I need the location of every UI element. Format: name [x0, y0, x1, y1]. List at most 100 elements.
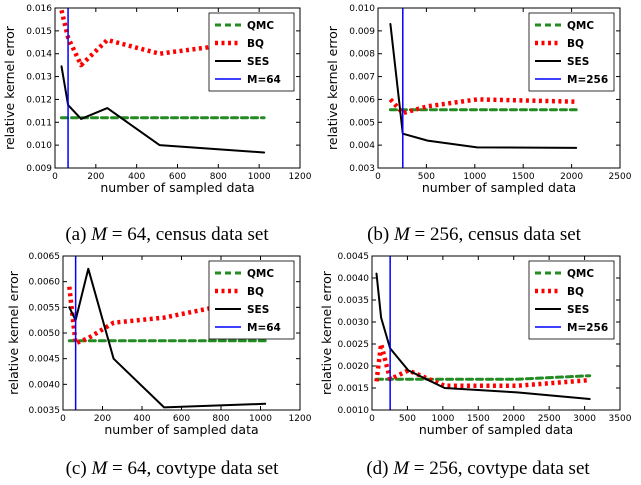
y-tick-label: 0.0010 — [338, 406, 370, 416]
x-tick-label: 1000 — [248, 172, 271, 182]
x-tick-label: 2000 — [502, 414, 525, 424]
legend-label: M=64 — [247, 322, 281, 334]
chart-panel-3: 0 500 1000 1500 2000 2500 3000 3500 0.0010 0.0015… — [319, 252, 632, 479]
y-tick-label: 0.0055 — [29, 303, 61, 313]
caption-param: M — [392, 458, 410, 479]
legend: QMC BQ SES M=256 — [528, 260, 615, 340]
legend-label: BQ — [247, 38, 264, 50]
caption-eq: = 64, — [112, 224, 151, 245]
legend-label: M=256 — [567, 74, 608, 86]
y-tick-label: 0.009 — [26, 164, 52, 174]
x-tick-label: 0 — [60, 414, 66, 424]
y-tick-label: 0.0045 — [338, 252, 370, 262]
caption-rest: covtype data set — [467, 458, 590, 479]
y-tick-label: 0.0050 — [29, 329, 61, 339]
x-tick-label: 1500 — [512, 172, 535, 182]
subfigure-caption: (d) M = 256, covtype data set — [366, 458, 590, 479]
legend: QMC BQ SES M=256 — [528, 12, 615, 92]
legend-label: QMC — [567, 268, 594, 280]
x-tick-label: 200 — [87, 172, 104, 182]
caption-eq: = 256, — [415, 224, 464, 245]
x-tick-label: 400 — [133, 414, 150, 424]
legend-box — [208, 260, 295, 340]
y-axis-label: relative kernel error — [319, 270, 334, 395]
legend-label: SES — [247, 56, 269, 68]
y-tick-label: 0.0065 — [29, 252, 61, 262]
legend-label: M=64 — [247, 74, 281, 86]
caption-label: (b) — [367, 224, 389, 245]
y-tick-label: 0.005 — [349, 118, 375, 128]
x-tick-label: 600 — [169, 172, 186, 182]
caption-rest: census data set — [156, 224, 270, 245]
y-tick-label: 0.0025 — [338, 340, 370, 350]
series-line-ses — [68, 267, 267, 409]
x-tick-label: 400 — [128, 172, 145, 182]
y-tick-label: 0.010 — [349, 4, 375, 14]
legend-label: BQ — [567, 38, 584, 50]
x-tick-label: 2000 — [560, 172, 583, 182]
x-tick-label: 800 — [210, 172, 227, 182]
caption-label: (d) — [366, 458, 388, 479]
caption-label: (a) — [65, 224, 86, 245]
y-tick-label: 0.0035 — [338, 296, 370, 306]
caption-eq: = 64, — [112, 458, 151, 479]
x-tick-label: 1200 — [289, 414, 312, 424]
legend-label: SES — [567, 56, 589, 68]
series-line-qmc — [375, 374, 592, 381]
x-tick-label: 500 — [418, 172, 435, 182]
y-tick-label: 0.006 — [349, 95, 375, 105]
x-tick-label: 1000 — [249, 414, 272, 424]
chart-panel-0: 0 200 400 600 800 1000 1200 0.009 0.010 0.011 0.01… — [2, 4, 312, 245]
legend-box — [208, 12, 295, 92]
y-tick-label: 0.0015 — [338, 384, 370, 394]
y-tick-label: 0.003 — [349, 164, 375, 174]
legend-label: SES — [247, 304, 269, 316]
x-tick-label: 1200 — [289, 172, 312, 182]
x-tick-label: 3500 — [609, 414, 632, 424]
legend-box — [528, 260, 615, 340]
x-tick-label: 1500 — [467, 414, 490, 424]
series-line-bq — [67, 286, 266, 346]
subfigure-caption: (c) M = 64, covtype data set — [66, 458, 280, 479]
chart-panel-1: 0 500 1000 1500 2000 2500 0.003 0.004 0.005 0.006… — [325, 4, 632, 245]
x-tick-label: 600 — [173, 414, 190, 424]
x-tick-label: 2500 — [609, 172, 632, 182]
x-tick-label: 0 — [52, 172, 58, 182]
legend-label: QMC — [247, 268, 274, 280]
y-tick-label: 0.009 — [349, 27, 375, 37]
caption-eq: = 256, — [414, 458, 463, 479]
y-tick-label: 0.0030 — [338, 318, 370, 328]
x-tick-label: 0 — [369, 414, 375, 424]
x-axis-label: number of sampled data — [100, 180, 254, 195]
series-line-ses — [389, 23, 578, 149]
y-tick-label: 0.0045 — [29, 355, 61, 365]
caption-param: M — [393, 224, 411, 245]
legend-label: M=256 — [567, 322, 608, 334]
y-tick-label: 0.007 — [349, 73, 375, 83]
legend-label: BQ — [247, 286, 264, 298]
caption-param: M — [90, 458, 108, 479]
y-tick-label: 0.016 — [26, 4, 52, 14]
legend-label: BQ — [567, 286, 584, 298]
x-tick-label: 1000 — [431, 414, 454, 424]
x-axis-label: number of sampled data — [419, 422, 573, 437]
caption-rest: census data set — [468, 224, 582, 245]
x-tick-label: 800 — [212, 414, 229, 424]
y-tick-label: 0.012 — [26, 95, 52, 105]
chart-panel-2: 0 200 400 600 800 1000 1200 0.0035 0.0040 0.0045 0… — [6, 252, 312, 479]
caption-label: (c) — [66, 458, 87, 479]
y-axis-label: relative kernel error — [325, 25, 340, 150]
plot-frame — [371, 255, 621, 411]
x-tick-label: 3000 — [573, 414, 596, 424]
y-tick-label: 0.004 — [349, 141, 375, 151]
y-axis-label: relative kernel error — [2, 25, 17, 150]
y-tick-label: 0.011 — [26, 118, 52, 128]
y-axis-label: relative kernel error — [6, 270, 21, 395]
y-tick-label: 0.0035 — [29, 406, 61, 416]
x-tick-label: 200 — [94, 414, 111, 424]
y-tick-label: 0.0040 — [29, 380, 61, 390]
x-axis-label: number of sampled data — [104, 422, 258, 437]
x-tick-label: 0 — [375, 172, 381, 182]
caption-param: M — [90, 224, 108, 245]
